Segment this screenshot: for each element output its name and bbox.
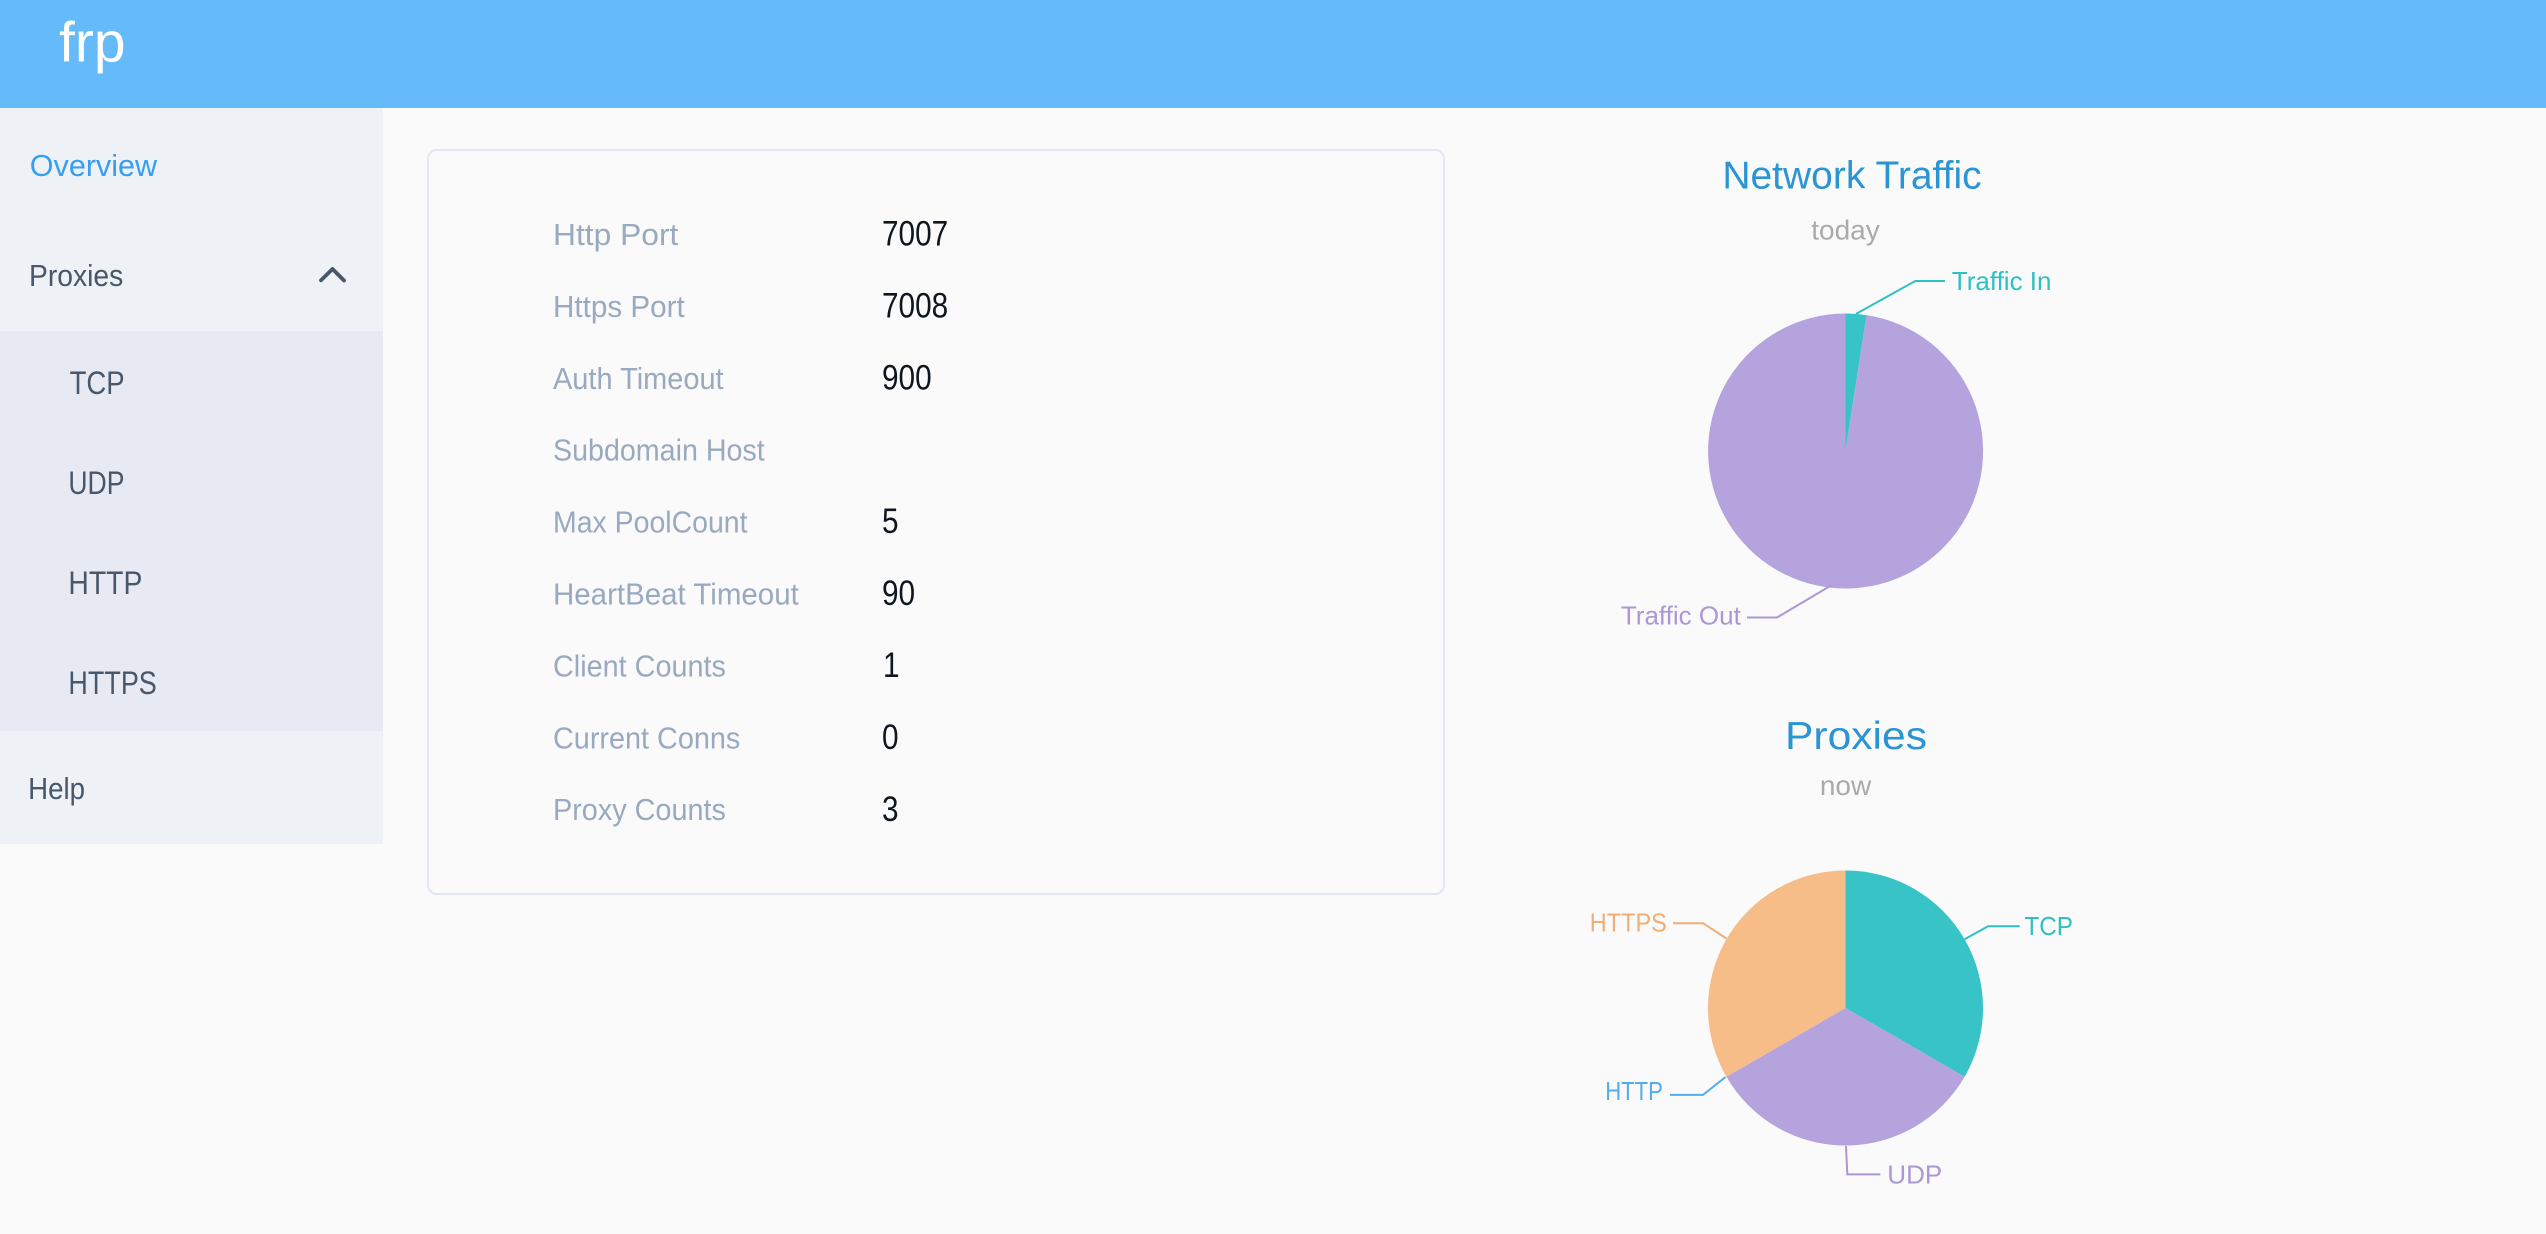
svg-text:Traffic In: Traffic In bbox=[1952, 266, 2052, 296]
svg-text:Auth Timeout: Auth Timeout bbox=[553, 361, 724, 396]
svg-text:now: now bbox=[1820, 770, 1872, 801]
svg-text:HTTP: HTTP bbox=[1605, 1076, 1663, 1106]
svg-text:Http Port: Http Port bbox=[553, 217, 679, 252]
svg-text:5: 5 bbox=[882, 502, 899, 541]
svg-text:HTTPS: HTTPS bbox=[1590, 908, 1667, 938]
svg-text:Subdomain Host: Subdomain Host bbox=[553, 433, 765, 468]
svg-text:HTTPS: HTTPS bbox=[68, 665, 156, 701]
svg-text:Proxies: Proxies bbox=[29, 258, 123, 293]
svg-text:TCP: TCP bbox=[2024, 911, 2073, 941]
svg-text:7008: 7008 bbox=[882, 286, 948, 325]
svg-text:frp: frp bbox=[59, 11, 126, 75]
svg-text:UDP: UDP bbox=[68, 465, 124, 501]
svg-text:HeartBeat Timeout: HeartBeat Timeout bbox=[553, 577, 799, 612]
svg-text:Help: Help bbox=[28, 771, 85, 806]
svg-text:Current Conns: Current Conns bbox=[553, 720, 740, 755]
svg-text:Proxies: Proxies bbox=[1785, 715, 1927, 758]
svg-text:today: today bbox=[1811, 214, 1880, 245]
svg-text:Https Port: Https Port bbox=[553, 289, 685, 324]
svg-text:Network Traffic: Network Traffic bbox=[1722, 155, 1981, 198]
svg-text:900: 900 bbox=[882, 358, 932, 397]
svg-text:1: 1 bbox=[883, 646, 900, 685]
svg-text:7007: 7007 bbox=[882, 214, 948, 253]
svg-text:Max PoolCount: Max PoolCount bbox=[553, 505, 748, 540]
svg-text:90: 90 bbox=[882, 574, 915, 613]
svg-text:Proxy Counts: Proxy Counts bbox=[553, 792, 726, 827]
svg-text:HTTP: HTTP bbox=[68, 565, 142, 601]
svg-text:Client Counts: Client Counts bbox=[553, 648, 726, 683]
svg-text:UDP: UDP bbox=[1887, 1160, 1942, 1190]
svg-text:0: 0 bbox=[882, 718, 899, 757]
svg-text:Overview: Overview bbox=[30, 148, 158, 183]
svg-text:3: 3 bbox=[882, 790, 899, 829]
svg-text:Traffic Out: Traffic Out bbox=[1621, 601, 1742, 631]
svg-text:TCP: TCP bbox=[70, 365, 125, 401]
